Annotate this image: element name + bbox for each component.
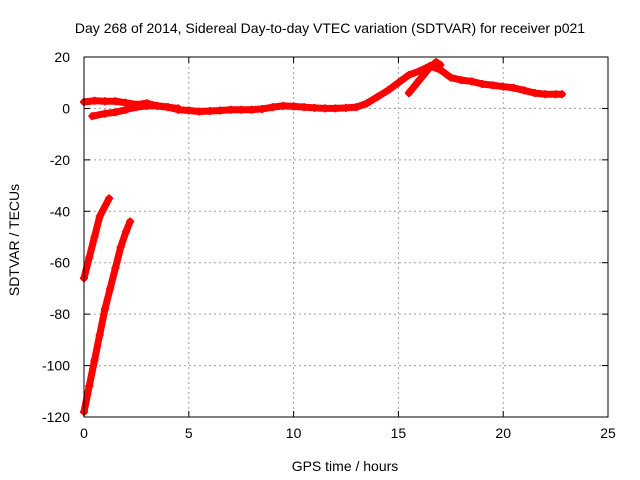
data-point <box>557 90 566 99</box>
data-point <box>121 105 130 114</box>
data-point <box>415 76 424 85</box>
data-point <box>163 103 172 112</box>
data-point <box>105 194 114 203</box>
data-point <box>446 73 455 82</box>
data-point <box>457 76 466 85</box>
data-point <box>530 89 539 97</box>
data-point <box>237 105 246 114</box>
data-point <box>126 217 135 226</box>
data-point <box>142 101 151 110</box>
data-point <box>90 96 99 105</box>
y-tick-label: -80 <box>50 306 70 322</box>
data-point <box>331 104 340 113</box>
data-point <box>121 98 130 107</box>
data-point <box>352 103 361 112</box>
data-point <box>247 105 256 114</box>
x-tick-label: 5 <box>185 425 193 441</box>
data-point <box>205 107 214 115</box>
data-point <box>499 82 508 91</box>
y-tick-label: 0 <box>62 100 70 116</box>
data-point <box>121 227 130 236</box>
data-point <box>404 71 413 79</box>
data-point <box>268 103 277 112</box>
y-tick-label: -20 <box>50 152 70 168</box>
data-point <box>100 97 109 106</box>
data-point <box>394 78 403 87</box>
data-point <box>95 330 104 339</box>
data-point <box>289 102 298 111</box>
data-point <box>436 60 445 69</box>
data-point <box>90 356 99 365</box>
data-point <box>216 106 225 115</box>
plot-area <box>80 58 566 416</box>
y-tick-label: -40 <box>50 203 70 219</box>
data-point <box>300 103 309 112</box>
data-point <box>95 212 104 221</box>
data-point <box>111 263 120 272</box>
y-tick-label: -60 <box>50 255 70 271</box>
data-point <box>85 253 94 262</box>
series-lower-branch <box>88 101 183 121</box>
series-late-branch <box>404 58 445 97</box>
data-point <box>520 86 529 95</box>
data-point <box>509 83 518 92</box>
data-point <box>488 81 497 90</box>
data-point <box>153 101 162 110</box>
data-point <box>195 107 204 116</box>
data-point <box>383 86 392 95</box>
series-early-segment-1 <box>80 194 114 283</box>
series-trace <box>80 218 134 416</box>
data-point <box>226 105 235 114</box>
data-point <box>425 63 434 72</box>
series-early-segment-2 <box>80 217 135 416</box>
data-point <box>132 103 141 112</box>
data-point <box>258 104 267 113</box>
data-point <box>310 103 319 112</box>
x-tick-label: 25 <box>600 425 616 441</box>
x-axis-label: GPS time / hours <box>292 458 399 474</box>
x-tick-label: 10 <box>286 425 302 441</box>
data-point <box>362 99 371 108</box>
x-tick-label: 20 <box>495 425 511 441</box>
x-tick-label: 0 <box>80 425 88 441</box>
y-tick-label: -120 <box>42 409 70 425</box>
data-point <box>184 106 193 115</box>
y-tick-label: 20 <box>54 49 70 65</box>
data-point <box>111 108 120 117</box>
data-point <box>478 80 487 88</box>
data-point <box>404 89 413 97</box>
grid <box>84 57 608 417</box>
data-point <box>100 305 109 313</box>
y-axis-label: SDTVAR / TECUs <box>6 184 22 296</box>
data-point <box>174 104 183 113</box>
data-point <box>88 112 97 121</box>
data-point <box>85 382 94 391</box>
data-point <box>467 77 476 86</box>
y-tick-label: -100 <box>42 358 70 374</box>
data-point <box>90 233 99 241</box>
data-point <box>373 92 382 101</box>
data-point <box>342 103 350 112</box>
data-point <box>279 101 288 110</box>
series-trace <box>80 194 113 282</box>
data-point <box>432 58 441 67</box>
data-point <box>106 284 115 293</box>
data-point <box>321 104 330 113</box>
data-point <box>111 97 120 106</box>
data-point <box>116 243 125 252</box>
data-point <box>100 109 109 118</box>
axis-ticks: 0 5 10 15 20 25 -120 -100 -80 -60 -40 -20 0 20 <box>42 49 616 441</box>
data-point <box>541 90 550 99</box>
plot-frame <box>83 56 609 418</box>
chart-title: Day 268 of 2014, Sidereal Day-to-day VTE… <box>75 20 585 36</box>
data-point <box>415 67 424 76</box>
x-tick-label: 15 <box>391 425 407 441</box>
